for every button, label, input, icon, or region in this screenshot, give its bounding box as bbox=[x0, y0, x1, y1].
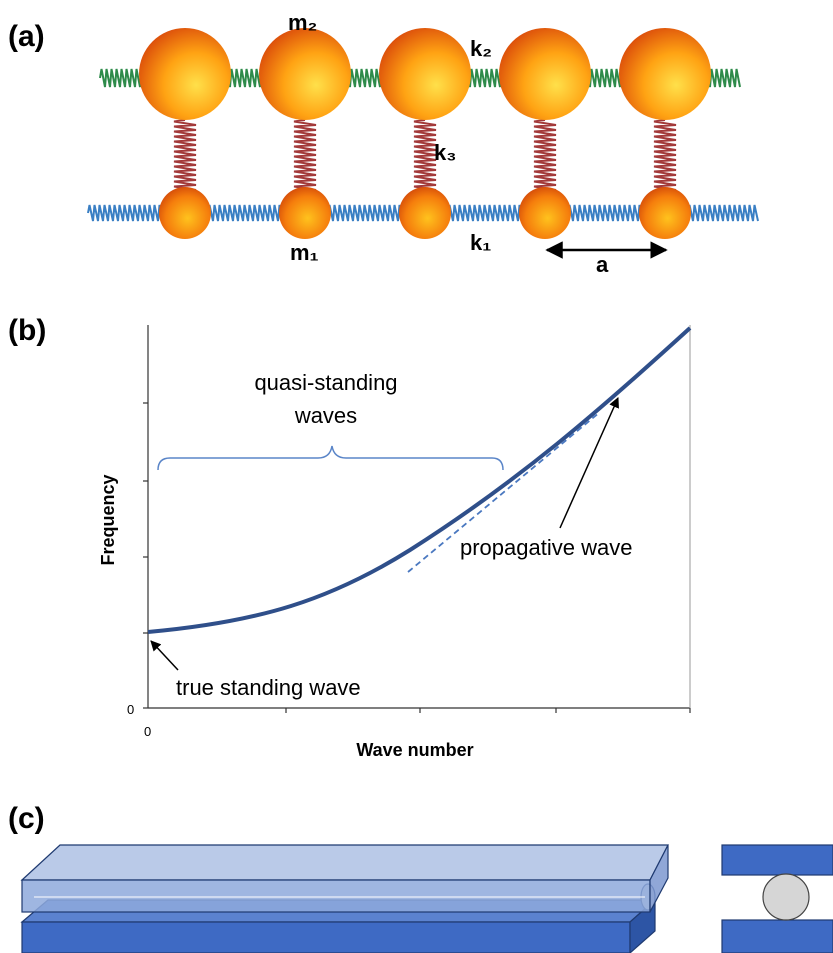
spring bbox=[174, 120, 196, 195]
annotation: waves bbox=[294, 403, 357, 428]
annotation-arrow bbox=[151, 641, 178, 670]
annotation: quasi-standing bbox=[254, 370, 397, 395]
slab-front bbox=[22, 880, 650, 912]
panel-label: (c) bbox=[8, 802, 45, 835]
y-axis-label: Frequency bbox=[98, 474, 118, 565]
panel-label: (b) bbox=[8, 314, 46, 347]
small-mass bbox=[399, 187, 451, 239]
spring bbox=[654, 120, 676, 195]
mass-label: m₂ bbox=[288, 10, 317, 35]
x-axis-label: Wave number bbox=[356, 740, 473, 760]
small-mass bbox=[639, 187, 691, 239]
waveguide-3d bbox=[22, 845, 668, 953]
brace bbox=[158, 446, 503, 470]
large-mass bbox=[139, 28, 231, 120]
spring bbox=[414, 120, 436, 195]
annotation: propagative wave bbox=[460, 535, 632, 560]
spring-label: k₃ bbox=[434, 140, 456, 165]
spring bbox=[534, 120, 556, 195]
slab-front bbox=[22, 922, 630, 953]
mass-label: m₁ bbox=[290, 240, 319, 265]
spacing-label: a bbox=[596, 252, 609, 277]
plate bbox=[722, 920, 833, 953]
plate bbox=[722, 845, 833, 875]
spring-label: k₁ bbox=[470, 230, 491, 255]
dispersion-curve bbox=[148, 328, 690, 632]
annotation: true standing wave bbox=[176, 675, 361, 700]
cross-section bbox=[722, 845, 833, 953]
x-tick-label: 0 bbox=[144, 724, 151, 739]
rod-section bbox=[763, 874, 809, 920]
spring-label: k₂ bbox=[470, 36, 492, 61]
slab-top bbox=[22, 845, 668, 880]
plot bbox=[143, 325, 690, 713]
small-mass bbox=[519, 187, 571, 239]
large-mass bbox=[499, 28, 591, 120]
small-mass bbox=[279, 187, 331, 239]
figure: (a) m₂ k₂ k₃ m₁ k₁ a (b) quasi-standing … bbox=[0, 0, 833, 953]
y-tick-label: 0 bbox=[127, 702, 134, 717]
large-mass bbox=[619, 28, 711, 120]
large-mass bbox=[259, 28, 351, 120]
spring bbox=[294, 120, 316, 195]
large-mass bbox=[379, 28, 471, 120]
panel-label: (a) bbox=[8, 20, 45, 53]
small-mass bbox=[159, 187, 211, 239]
